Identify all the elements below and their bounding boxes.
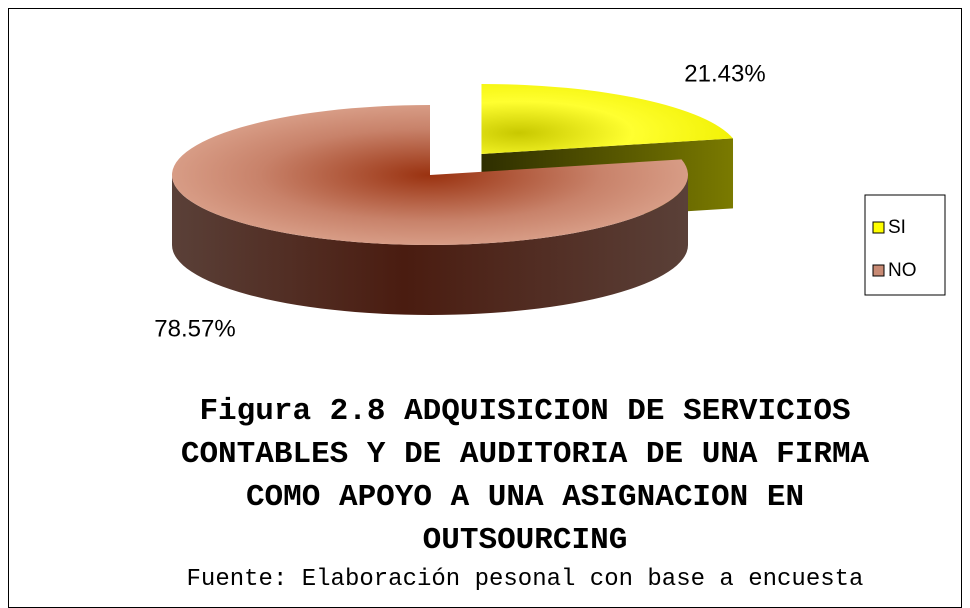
chart-title: Figura 2.8 ADQUISICION DE SERVICIOS CONT… [180,394,870,558]
legend-swatch [872,221,885,234]
source-note: Fuente: Elaboración pesonal con base a e… [186,566,864,593]
data-label: 21.43% [684,60,765,87]
legend-box [864,194,946,296]
data-label: 78.57% [154,315,235,342]
legend-label: SI [888,217,906,238]
slice [481,83,734,154]
legend-swatch [872,264,885,277]
slice [172,105,688,245]
legend-label: NO [888,260,917,281]
pie: 21.43% 78.57% [154,60,765,342]
